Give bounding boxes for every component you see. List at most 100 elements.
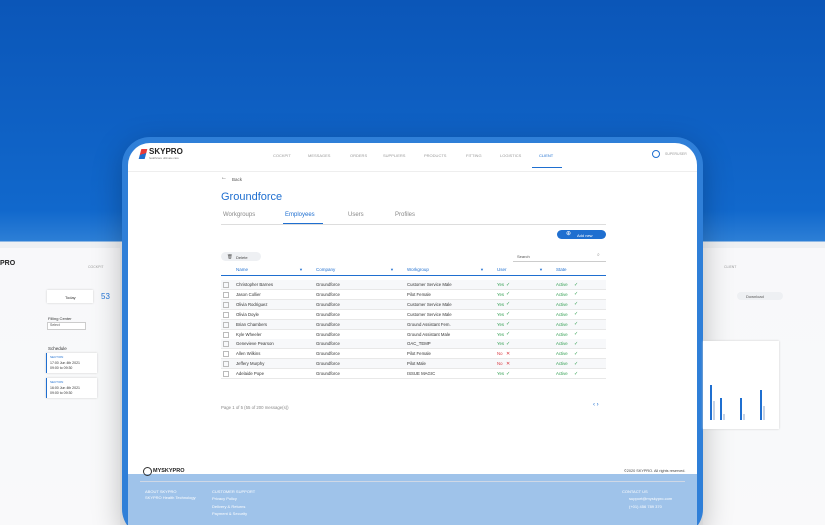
user-icon: ✓: [506, 301, 511, 308]
row-checkbox[interactable]: [223, 291, 229, 298]
delete-button[interactable]: 🗑 Delete: [221, 252, 261, 261]
row-checkbox[interactable]: [223, 282, 229, 288]
cell-name: Christopher Barnes: [236, 282, 274, 287]
cell-name: Olivia Rodriguez: [236, 301, 268, 307]
support-link[interactable]: Delivery & Returns: [212, 503, 246, 509]
column-header[interactable]: Name: [236, 267, 249, 272]
back-arrow: ←: [221, 175, 227, 181]
logo-tagline: healthcare ultimate care: [149, 156, 179, 160]
header-line: [221, 275, 606, 276]
search-input[interactable]: Search ⌕: [513, 252, 606, 262]
cell-company: Groundforce: [316, 321, 340, 327]
page-title: Groundforce: [221, 191, 283, 203]
about-title: ABOUT SKYPRO: [145, 489, 177, 494]
delete-icon: 🗑: [227, 253, 233, 259]
cell-state: Active: [556, 311, 568, 317]
cell-state: Active: [556, 341, 568, 347]
column-header[interactable]: Workgroup: [407, 267, 429, 272]
tab[interactable]: Employees: [285, 212, 315, 218]
tab[interactable]: Workgroups: [223, 212, 256, 218]
cell-user: Yes: [497, 282, 505, 287]
cell-user: Yes: [497, 321, 505, 327]
user-icon: ✕: [506, 360, 511, 367]
nav-item[interactable]: SUPPLIERS: [383, 153, 406, 158]
nav-item[interactable]: COCKPIT: [273, 153, 291, 158]
row-checkbox[interactable]: [223, 321, 229, 328]
cell-company: Groundforce: [316, 311, 340, 317]
cell-company: Groundforce: [316, 282, 340, 287]
card-section: SECTION: [50, 355, 64, 359]
column-header[interactable]: State: [556, 267, 567, 272]
cell-company: Groundforce: [316, 331, 340, 337]
cell-company: Groundforce: [316, 341, 340, 347]
column-header[interactable]: User: [497, 267, 507, 272]
cell-name: Jeffery Murphy: [236, 361, 265, 367]
today-count: 53: [101, 292, 110, 301]
cell-state: Active: [556, 301, 568, 307]
support-link[interactable]: Privacy Policy: [212, 496, 237, 501]
cell-workgroup: OAC_TEMP: [407, 341, 431, 347]
table-row: Kyle Wheeler Groundforce Ground Assistant …: [221, 330, 606, 340]
row-checkbox[interactable]: [223, 331, 229, 338]
cell-state: Active: [556, 371, 568, 377]
left-nav: COCKPIT: [88, 265, 104, 269]
cell-name: Allen Wilkins: [236, 351, 261, 357]
top-bar: [128, 143, 697, 172]
footer-logo-icon: [143, 467, 152, 476]
row-checkbox[interactable]: [223, 301, 229, 308]
column-header[interactable]: Company: [316, 267, 336, 272]
cell-state: Active: [556, 321, 568, 327]
contact-email[interactable]: support@myskypro.com: [629, 496, 673, 501]
support-title: CUSTOMER SUPPORT: [212, 489, 256, 494]
cell-user: Yes: [497, 341, 505, 347]
chart-bar-light: [713, 401, 715, 420]
tab[interactable]: Users: [348, 212, 364, 218]
state-icon: ✓: [574, 311, 579, 318]
footer-band: [128, 474, 697, 525]
add-icon: ⊕: [566, 231, 572, 237]
user-icon: ✓: [506, 331, 511, 337]
nav-item[interactable]: LOGISTICS: [500, 153, 522, 158]
row-checkbox[interactable]: [223, 351, 229, 358]
back-link[interactable]: Back: [232, 177, 243, 182]
row-checkbox[interactable]: [223, 371, 229, 378]
nav-item[interactable]: CLIENT: [539, 153, 554, 158]
cell-company: Groundforce: [316, 301, 340, 307]
cell-user: Yes: [497, 311, 505, 317]
cell-workgroup: Ground Assistant Fem.: [407, 321, 451, 327]
schedule-card: [46, 353, 97, 373]
cell-workgroup: Customer Service Male: [407, 301, 452, 307]
schedule-label: Schedule: [48, 346, 67, 351]
support-link[interactable]: Payment & Security: [212, 511, 248, 516]
download-button[interactable]: [737, 292, 783, 300]
select-box[interactable]: [47, 322, 86, 330]
add-button[interactable]: ⊕ Add new: [557, 230, 606, 239]
user-name[interactable]: SUPERUSER: [665, 152, 687, 156]
cell-workgroup: ISSUE MAGIC: [407, 371, 436, 377]
cell-user: Yes: [497, 291, 505, 297]
nav-item[interactable]: ORDERS: [350, 153, 368, 158]
footer-line: [140, 481, 685, 482]
card-section: SECTION: [50, 380, 64, 384]
page-arrows[interactable]: ‹ ›: [593, 402, 599, 408]
table-row: Genevieve Pearson Groundforce OAC_TEMP Yes ✓…: [221, 339, 606, 350]
cell-company: Groundforce: [316, 351, 340, 357]
nav-item[interactable]: MESSAGES: [308, 153, 331, 158]
state-icon: ✓: [574, 291, 579, 298]
table-row: Olivia Rodriguez Groundforce Customer Serv…: [221, 299, 606, 310]
cell-workgroup: Pilot Female: [407, 351, 431, 357]
row-checkbox[interactable]: [223, 361, 229, 368]
tab[interactable]: Profiles: [395, 212, 416, 218]
tabs-line: [221, 224, 606, 225]
search-icon: ⌕: [597, 252, 600, 258]
cell-workgroup: Customer Service Male: [407, 311, 452, 317]
row-checkbox[interactable]: [223, 311, 229, 318]
row-checkbox[interactable]: [223, 341, 229, 348]
nav-item[interactable]: FITTING: [466, 153, 482, 158]
nav-item[interactable]: PRODUCTS: [424, 153, 447, 158]
select-label: Select: [50, 323, 60, 327]
schedule-card: [46, 378, 97, 398]
table-row: Jeffery Murphy Groundforce Pilot Male No ✕ Ac…: [221, 359, 606, 370]
nav-underline: [532, 167, 562, 168]
